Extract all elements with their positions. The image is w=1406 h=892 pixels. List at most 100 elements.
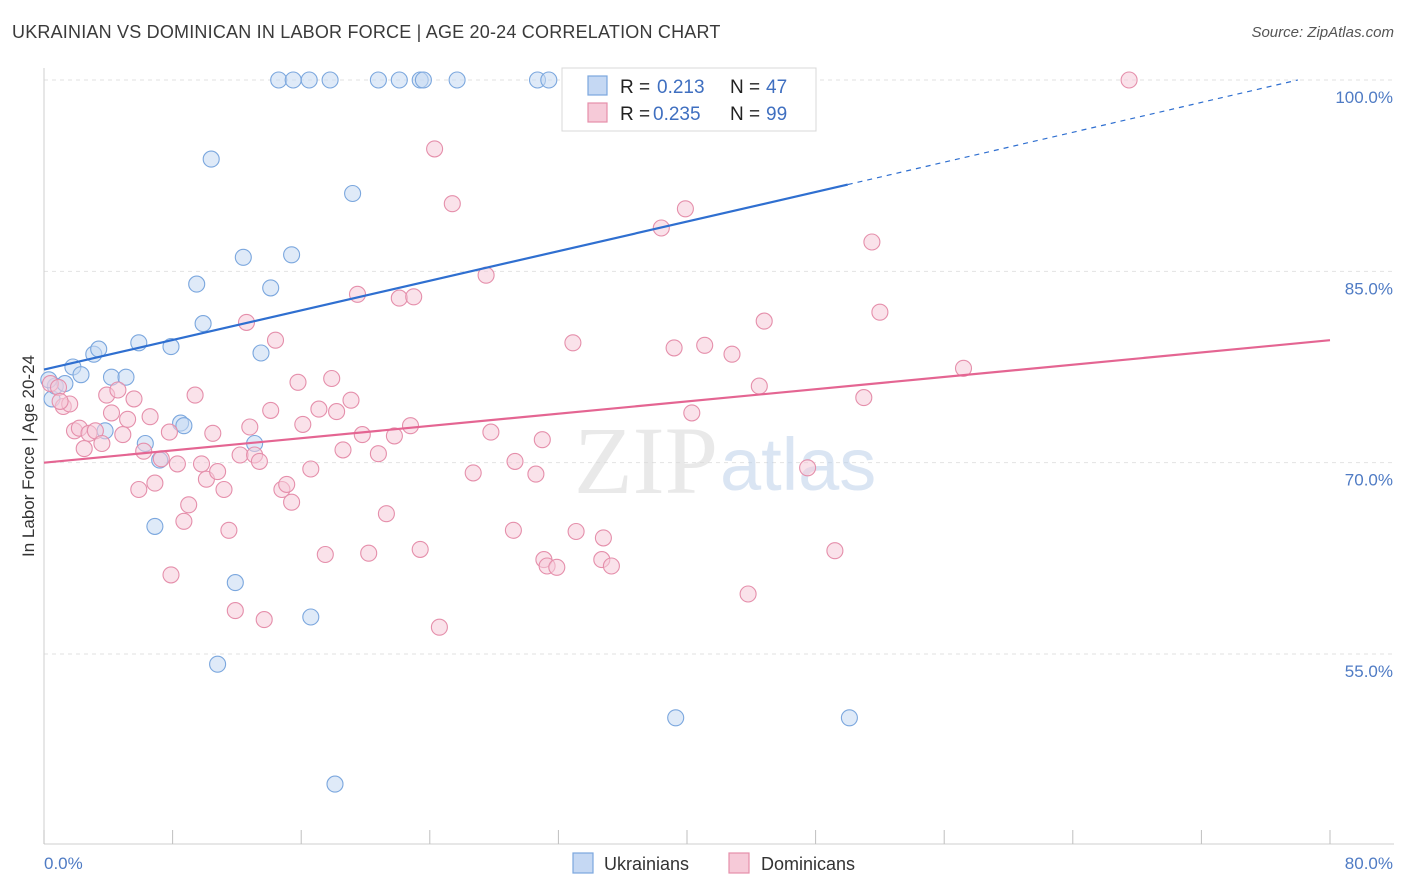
- x-tick-label-min: 0.0%: [44, 854, 83, 873]
- point-dominicans: [482, 423, 500, 441]
- point-dominicans: [739, 585, 757, 603]
- point-dominicans: [231, 446, 249, 464]
- point-dominicans: [369, 445, 387, 463]
- point-dominicans: [826, 542, 844, 560]
- point-dominicans: [954, 359, 973, 377]
- point-ukrainians: [300, 71, 318, 89]
- point-dominicans: [141, 408, 159, 426]
- point-dominicans: [316, 545, 334, 564]
- point-ukrainians: [344, 184, 362, 203]
- point-dominicans: [863, 233, 881, 251]
- point-dominicans: [567, 522, 585, 541]
- point-dominicans: [119, 410, 137, 428]
- legend-r-value-ukrainians: 0.213: [657, 77, 705, 98]
- point-dominicans: [49, 378, 68, 396]
- point-dominicans: [426, 140, 444, 158]
- point-dominicans: [353, 426, 371, 444]
- y-tick-label: 70.0%: [1345, 471, 1393, 490]
- point-ukrainians: [252, 344, 270, 362]
- stats-legend: R = 0.213 N = 47 R = 0.235 N = 99: [561, 67, 817, 132]
- y-tick-label: 55.0%: [1345, 662, 1393, 681]
- trendlines: [43, 79, 1331, 464]
- point-dominicans: [506, 452, 524, 470]
- point-ukrainians: [209, 655, 227, 673]
- legend-r-label-dominicans: R =: [620, 104, 650, 125]
- point-dominicans: [377, 505, 395, 523]
- point-dominicans: [125, 390, 143, 408]
- point-dominicans: [430, 618, 448, 636]
- point-ukrainians: [270, 71, 288, 89]
- point-dominicans: [443, 195, 461, 213]
- point-dominicans: [262, 401, 280, 419]
- point-dominicans: [146, 474, 164, 492]
- legend-swatch-dominicans: [587, 102, 608, 123]
- chart-title: UKRAINIAN VS DOMINICAN IN LABOR FORCE | …: [12, 22, 721, 42]
- grid-lines: [44, 79, 1394, 655]
- point-dominicans: [162, 566, 180, 584]
- series-legend: Ukrainians Dominicans: [572, 852, 855, 874]
- point-dominicans: [328, 403, 346, 421]
- point-dominicans: [294, 415, 312, 433]
- point-dominicans: [102, 404, 121, 422]
- point-dominicans: [75, 440, 93, 458]
- point-ukrainians: [226, 574, 244, 592]
- series-dominicans: [41, 71, 1138, 636]
- point-dominicans: [226, 602, 244, 620]
- x-tick-label-max: 80.0%: [1345, 854, 1393, 873]
- point-ukrainians: [262, 279, 280, 297]
- point-dominicans: [168, 455, 186, 473]
- point-ukrainians: [414, 71, 432, 89]
- point-dominicans: [334, 441, 352, 459]
- point-dominicans: [192, 455, 211, 473]
- point-dominicans: [548, 558, 566, 576]
- point-dominicans: [348, 285, 367, 303]
- point-ukrainians: [162, 338, 180, 356]
- point-dominicans: [533, 431, 551, 449]
- y-axis-tick-labels: 55.0% 70.0% 85.0% 100.0%: [1335, 88, 1393, 681]
- point-dominicans: [385, 427, 403, 445]
- point-dominicans: [152, 450, 170, 468]
- trendline-ukrainians-extension: [847, 79, 1298, 186]
- point-dominicans: [160, 423, 178, 441]
- point-dominicans: [723, 345, 741, 363]
- point-dominicans: [1120, 71, 1138, 89]
- legend-r-label-ukrainians: R =: [620, 77, 650, 98]
- bottom-legend-swatch-ukrainians: [572, 852, 594, 874]
- point-dominicans: [220, 521, 238, 539]
- point-dominicans: [215, 480, 233, 499]
- point-dominicans: [564, 334, 582, 352]
- axes: [43, 68, 1394, 845]
- point-ukrainians: [234, 248, 252, 266]
- point-ukrainians: [390, 71, 408, 89]
- trendline-ukrainians: [43, 183, 848, 371]
- y-tick-label: 100.0%: [1335, 88, 1393, 107]
- point-ukrainians: [540, 71, 558, 89]
- point-ukrainians: [117, 368, 135, 386]
- point-dominicans: [871, 303, 889, 321]
- point-dominicans: [302, 460, 320, 478]
- watermark-zip: ZIP: [574, 407, 718, 514]
- point-ukrainians: [283, 246, 301, 264]
- point-dominicans: [602, 557, 620, 575]
- point-dominicans: [130, 480, 148, 499]
- y-tick-label: 85.0%: [1345, 279, 1393, 298]
- point-dominicans: [310, 400, 328, 418]
- point-dominicans: [241, 418, 259, 436]
- point-ukrainians: [194, 315, 212, 333]
- bottom-legend-label-ukrainians: Ukrainians: [604, 854, 689, 874]
- point-dominicans: [283, 493, 301, 511]
- point-dominicans: [676, 200, 694, 218]
- point-dominicans: [204, 424, 222, 442]
- point-dominicans: [594, 529, 612, 547]
- point-dominicans: [109, 381, 127, 399]
- point-dominicans: [250, 452, 268, 470]
- point-dominicans: [799, 459, 817, 477]
- point-dominicans: [135, 442, 153, 460]
- watermark-atlas: atlas: [720, 423, 876, 506]
- watermark: ZIP atlas: [574, 407, 876, 514]
- point-dominicans: [665, 339, 683, 357]
- point-dominicans: [266, 331, 285, 349]
- point-dominicans: [750, 377, 768, 395]
- point-ukrainians: [202, 150, 220, 168]
